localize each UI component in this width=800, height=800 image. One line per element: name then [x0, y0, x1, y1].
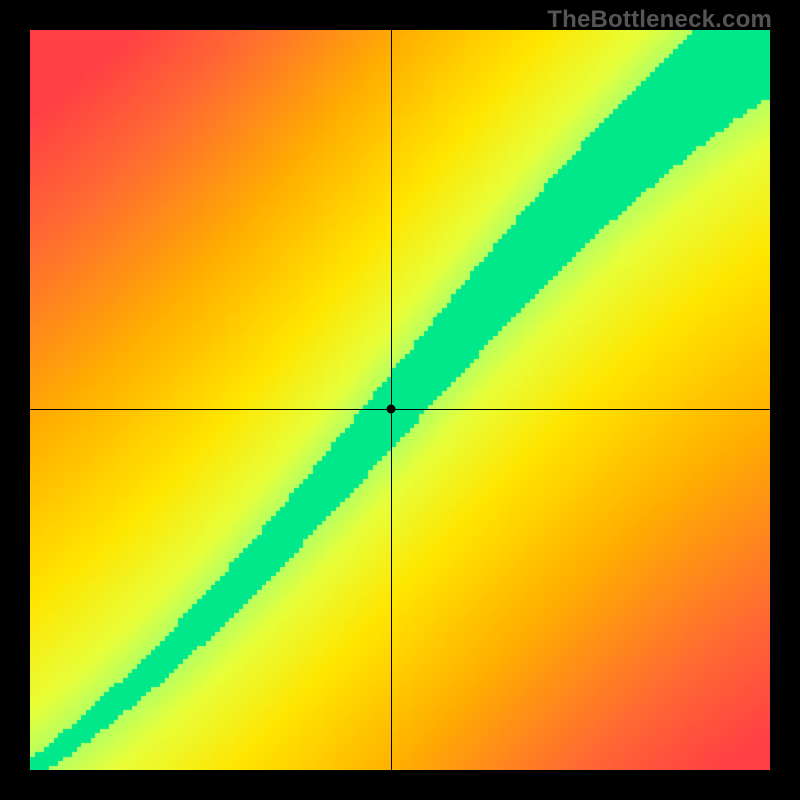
crosshair-horizontal [30, 409, 770, 410]
chart-container: TheBottleneck.com [0, 0, 800, 800]
crosshair-vertical [391, 30, 392, 770]
bottleneck-heatmap [30, 30, 770, 770]
crosshair-marker [387, 404, 396, 413]
